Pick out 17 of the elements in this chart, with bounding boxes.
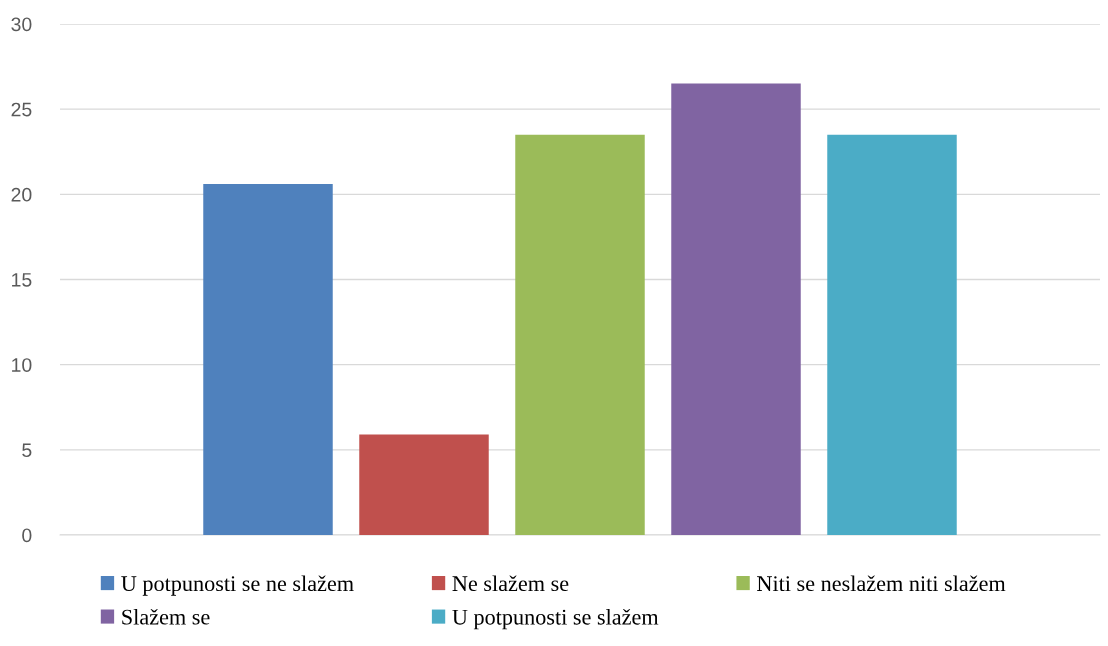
y-tick-label: 10 <box>12 358 32 372</box>
bar <box>515 134 645 535</box>
y-tick-label: 20 <box>11 187 32 202</box>
legend-label: U potpunosti se slažem <box>452 608 659 630</box>
bar <box>671 83 801 535</box>
bar <box>359 434 489 535</box>
y-tick-label: 5 <box>22 443 32 458</box>
y-tick-label: 30 <box>11 17 32 32</box>
legend-label: U potpunosti se ne slažem <box>121 575 354 596</box>
legend-label: Ne slažem se <box>452 575 569 592</box>
legend-label: Niti se neslažem niti slažem <box>757 575 1006 592</box>
bar <box>203 184 333 535</box>
bar <box>827 134 957 535</box>
legend-label: Slažem se <box>122 608 210 625</box>
y-tick-label: 15 <box>12 273 32 287</box>
y-tick-label: 0 <box>22 528 32 543</box>
y-tick-label: 25 <box>11 102 32 117</box>
